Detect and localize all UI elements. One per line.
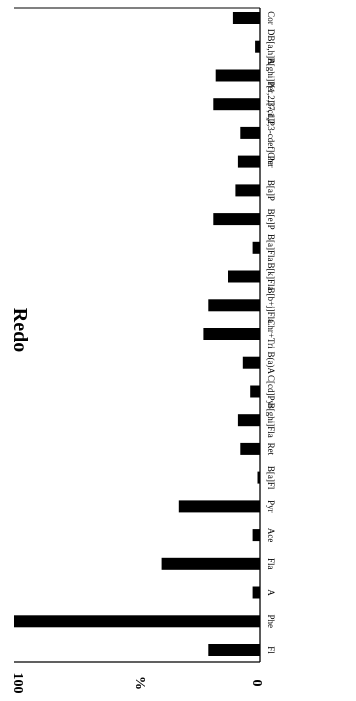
bar-7: [240, 442, 260, 455]
bar-5: [178, 500, 260, 513]
bar-9: [250, 385, 260, 398]
category-label-17: Per: [266, 156, 276, 168]
bar-12: [208, 299, 260, 312]
bar-21: [255, 40, 260, 53]
bar-4: [252, 529, 260, 542]
bar-1: [14, 615, 260, 628]
bar-6: [257, 471, 260, 484]
category-label-20: B[ghi]Per: [266, 58, 276, 94]
category-labels-group: Fl Phe A Fla Ace Pyr B[a]Fl Ret B[ghi]FlaC[cd]Py…: [266, 11, 276, 654]
category-label-1: Phe: [266, 615, 276, 629]
ylabel: %: [132, 676, 147, 690]
category-label-5: Pyr: [266, 500, 276, 513]
category-label-13: B[k]Fla: [266, 263, 276, 291]
category-label-2: A: [266, 589, 276, 596]
tick-label-0: 0: [249, 680, 264, 687]
category-label-15: B[e]P: [266, 209, 276, 230]
category-label-4: Ace: [266, 528, 276, 543]
bar-10: [242, 356, 260, 369]
category-label-16: B[a]P: [266, 180, 276, 201]
bar-3: [161, 557, 260, 570]
category-label-6: B[a]Fl: [266, 466, 276, 490]
bars-group: [14, 12, 260, 656]
category-label-21: DB[a,h]A: [266, 29, 276, 65]
bar-8: [237, 414, 260, 427]
bar-13: [228, 270, 260, 283]
bar-22: [232, 12, 260, 24]
chart-title: Redo: [9, 308, 31, 352]
category-label-22: Cor: [266, 11, 276, 25]
bar-20: [215, 69, 260, 82]
bar-2: [252, 586, 260, 599]
category-label-19: I[1,2,3-cd]P: [266, 82, 276, 126]
category-label-12: B[b+j]Fla: [266, 288, 276, 324]
category-label-14: B[a]Fla: [266, 234, 276, 261]
category-label-11: Chr+Tri: [266, 319, 276, 349]
bar-15: [213, 213, 260, 226]
tick-label-100: 100: [10, 673, 25, 694]
bar-14: [252, 241, 260, 254]
category-label-9: C[cd]Pyr: [266, 375, 276, 408]
bar-11: [203, 328, 260, 340]
category-label-3: Fla: [266, 558, 276, 570]
bar-0: [208, 644, 260, 656]
category-label-0: Fl: [266, 646, 276, 654]
category-label-10: B(a)A: [266, 351, 276, 374]
bar-16: [235, 184, 260, 197]
bar-17: [237, 155, 260, 168]
category-label-8: B[ghi]Fla: [266, 403, 276, 438]
bar-19: [213, 98, 260, 111]
category-label-18: I[7,1,2,3-cdef]Chr: [266, 100, 276, 166]
bar-18: [240, 126, 260, 139]
category-label-7: Ret: [266, 443, 276, 456]
